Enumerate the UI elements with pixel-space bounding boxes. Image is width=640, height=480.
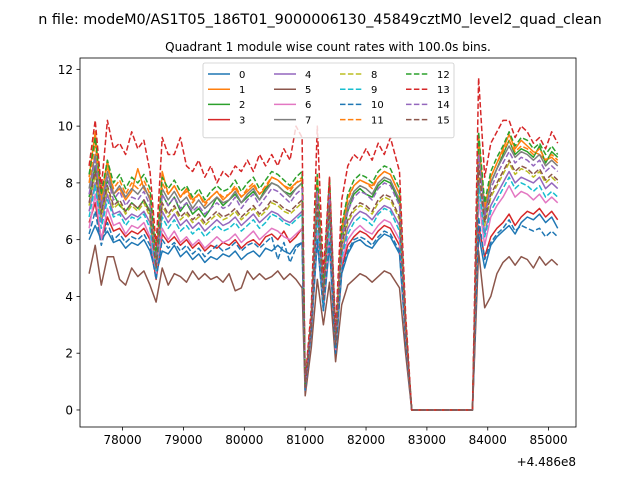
- plot-lines: [88, 77, 559, 411]
- x-tick-label: 83000: [408, 433, 446, 447]
- legend-label-1: 1: [239, 85, 245, 96]
- legend-label-12: 12: [437, 70, 450, 81]
- legend-label-10: 10: [371, 100, 384, 111]
- x-tick-label: 82000: [347, 433, 385, 447]
- y-tick-label: 2: [65, 347, 73, 361]
- y-tick-label: 6: [65, 233, 73, 247]
- legend-label-13: 13: [437, 85, 450, 96]
- legend-label-15: 15: [437, 115, 450, 126]
- legend-label-3: 3: [239, 115, 245, 126]
- legend-label-2: 2: [239, 100, 245, 111]
- series-line-10: [88, 210, 559, 411]
- series-line-5: [88, 244, 559, 411]
- x-axis: 78000 79000 80000 81000 82000 83000 84000 85000: [104, 427, 568, 447]
- y-tick-label: 8: [65, 176, 73, 190]
- legend-label-5: 5: [305, 85, 311, 96]
- legend-label-14: 14: [437, 100, 450, 111]
- plot-area-frame: [79, 57, 577, 428]
- series-line-14: [88, 150, 559, 411]
- figure-suptitle: n file: modeM0/AS1T05_186T01_9000006130_…: [38, 12, 602, 28]
- y-tick-label: 4: [65, 290, 73, 304]
- x-tick-label: 84000: [469, 433, 507, 447]
- legend-label-9: 9: [371, 85, 377, 96]
- legend-label-8: 8: [371, 70, 377, 81]
- x-tick-label: 81000: [286, 433, 324, 447]
- y-tick-label: 10: [58, 120, 73, 134]
- y-tick-label: 12: [58, 63, 73, 77]
- legend-label-11: 11: [371, 115, 384, 126]
- legend-label-0: 0: [239, 70, 245, 81]
- x-tick-label: 78000: [104, 433, 142, 447]
- x-offset-label: +4.486e8: [517, 455, 576, 469]
- y-axis: 0 2 4 6 8 10 12: [58, 63, 80, 417]
- chart-title: Quadrant 1 module wise count rates with …: [165, 40, 491, 54]
- series-line-13: [88, 77, 559, 411]
- legend-label-7: 7: [305, 115, 311, 126]
- series-line-15: [88, 159, 559, 411]
- x-tick-label: 80000: [225, 433, 263, 447]
- legend-box: [202, 62, 455, 139]
- y-tick-label: 0: [65, 403, 73, 417]
- legend-label-4: 4: [305, 70, 311, 81]
- x-tick-label: 79000: [164, 433, 202, 447]
- x-tick-label: 85000: [530, 433, 568, 447]
- legend-label-6: 6: [305, 100, 311, 111]
